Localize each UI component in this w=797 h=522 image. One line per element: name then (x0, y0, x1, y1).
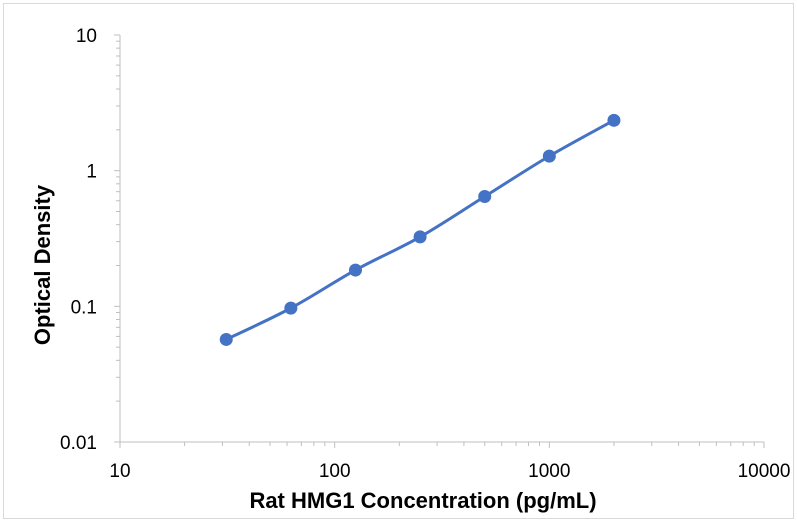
y-tick-label: 0.1 (71, 297, 97, 318)
y-tick-labels: 0.01 0.1 1 10 (60, 26, 97, 454)
y-axis-title: Optical Density (30, 184, 55, 345)
axes (114, 34, 765, 448)
y-tick-label: 0.01 (60, 433, 97, 454)
chart-frame (3, 3, 794, 519)
x-axis-title: Rat HMG1 Concentration (pg/mL) (249, 488, 596, 513)
data-point (413, 230, 427, 244)
data-point (478, 190, 492, 204)
data-point (284, 301, 298, 315)
plot-area (219, 113, 621, 346)
series-line (224, 118, 616, 341)
y-tick-label: 1 (86, 162, 97, 183)
x-tick-label: 10000 (738, 461, 791, 482)
y-minor-ticks (114, 34, 120, 443)
y-tick-label: 10 (76, 26, 97, 47)
data-point (542, 149, 556, 163)
x-tick-labels: 10 100 1000 10000 (109, 461, 790, 482)
data-point (607, 113, 621, 127)
x-tick-label: 10 (109, 461, 130, 482)
x-tick-label: 100 (319, 461, 351, 482)
data-point (348, 263, 362, 277)
x-minor-ticks (119, 442, 765, 448)
x-tick-label: 1000 (528, 461, 570, 482)
data-point (219, 332, 233, 346)
